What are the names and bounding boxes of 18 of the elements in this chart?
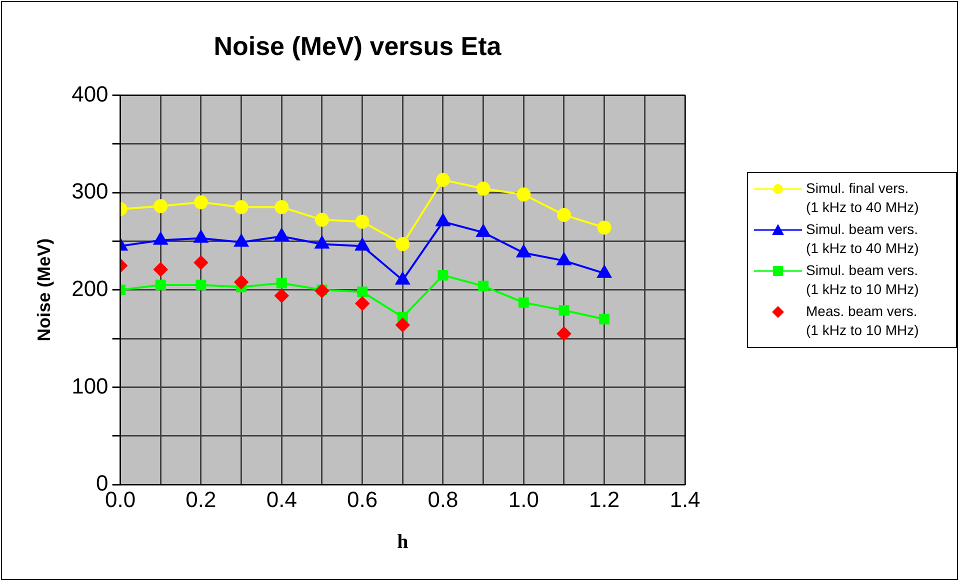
x-tick-label: 1.2 [589, 486, 620, 512]
legend-label: Simul. beam vers. (1 kHz to 40 MHz) [806, 220, 919, 258]
legend-label: Simul. final vers. (1 kHz to 40 MHz) [806, 179, 919, 217]
x-tick-label: 1.4 [670, 486, 700, 512]
x-tick-label: 1.0 [508, 486, 539, 512]
legend-label: Simul. beam vers. (1 kHz to 10 MHz) [806, 261, 919, 299]
legend-label: Meas. beam vers. (1 kHz to 10 MHz) [806, 302, 919, 340]
x-tick-label: 0.6 [347, 486, 378, 512]
y-axis-title: Noise (MeV) [34, 238, 54, 342]
x-tick-label: 0.8 [428, 486, 458, 512]
y-tick-label: 400 [72, 81, 108, 106]
y-tick-label: 200 [72, 276, 108, 301]
chart-title: Noise (MeV) versus Eta [214, 30, 502, 61]
x-tick-label: 0.2 [186, 486, 216, 512]
y-tick-label: 300 [72, 178, 108, 204]
y-tick-label: 100 [72, 373, 108, 398]
x-axis-title: h [397, 531, 408, 554]
x-tick-label: 0.4 [266, 486, 297, 512]
